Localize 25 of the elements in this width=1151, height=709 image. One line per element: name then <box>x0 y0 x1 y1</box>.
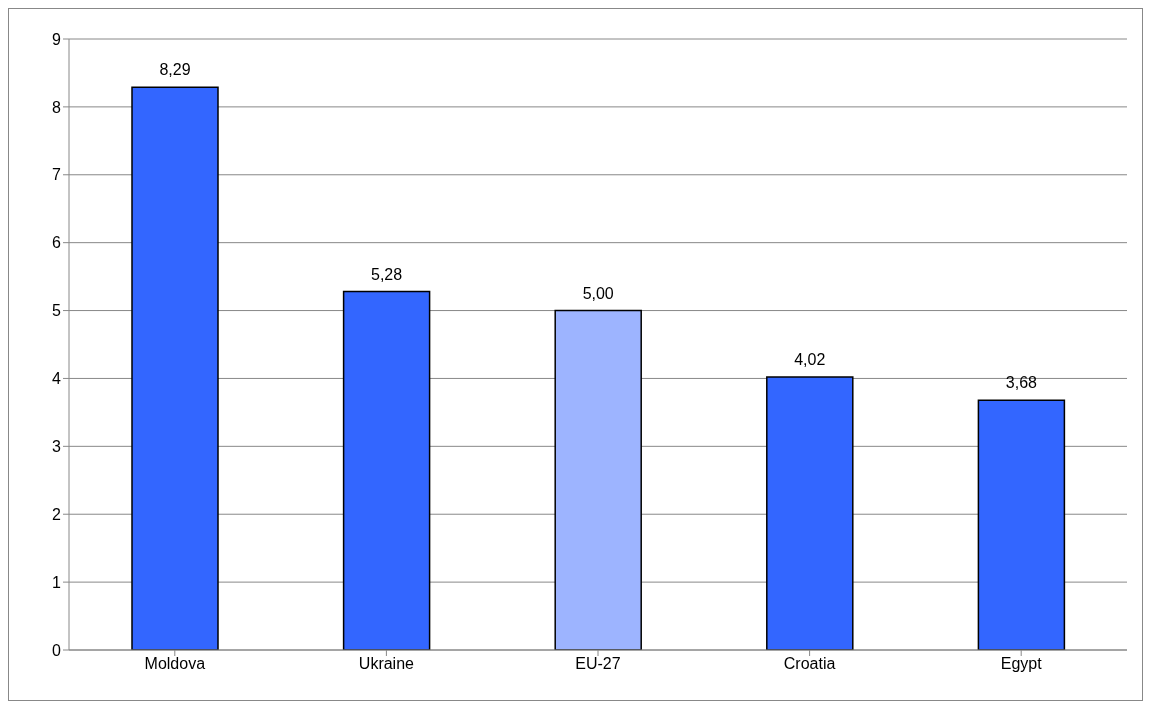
bar <box>977 399 1066 650</box>
x-tick-label: Egypt <box>1000 655 1043 673</box>
bar <box>766 376 854 650</box>
y-tick-label: 1 <box>52 573 62 591</box>
y-tick-label: 6 <box>52 234 62 252</box>
bar <box>342 290 431 650</box>
y-tick-label: 5 <box>52 302 62 320</box>
x-tick-label: EU-27 <box>575 655 621 673</box>
x-tick-label: Moldova <box>144 655 206 673</box>
x-tick-label: Ukraine <box>358 655 415 673</box>
y-tick-label: 9 <box>52 30 62 48</box>
y-tick-label: 3 <box>52 438 62 456</box>
y-tick-label: 0 <box>52 641 62 659</box>
data-label: 8,29 <box>159 61 191 79</box>
data-label: 5,28 <box>371 265 403 283</box>
data-label: 5,00 <box>582 284 614 302</box>
y-tick-label: 8 <box>52 98 62 116</box>
x-tick-label: Croatia <box>783 655 836 673</box>
y-tick-label: 2 <box>52 505 62 523</box>
bar <box>554 309 642 650</box>
bar <box>131 86 219 650</box>
data-label: 3,68 <box>1005 374 1038 392</box>
y-tick-label: 4 <box>52 370 62 388</box>
y-tick-label: 7 <box>52 166 62 184</box>
data-label: 4,02 <box>794 351 826 369</box>
